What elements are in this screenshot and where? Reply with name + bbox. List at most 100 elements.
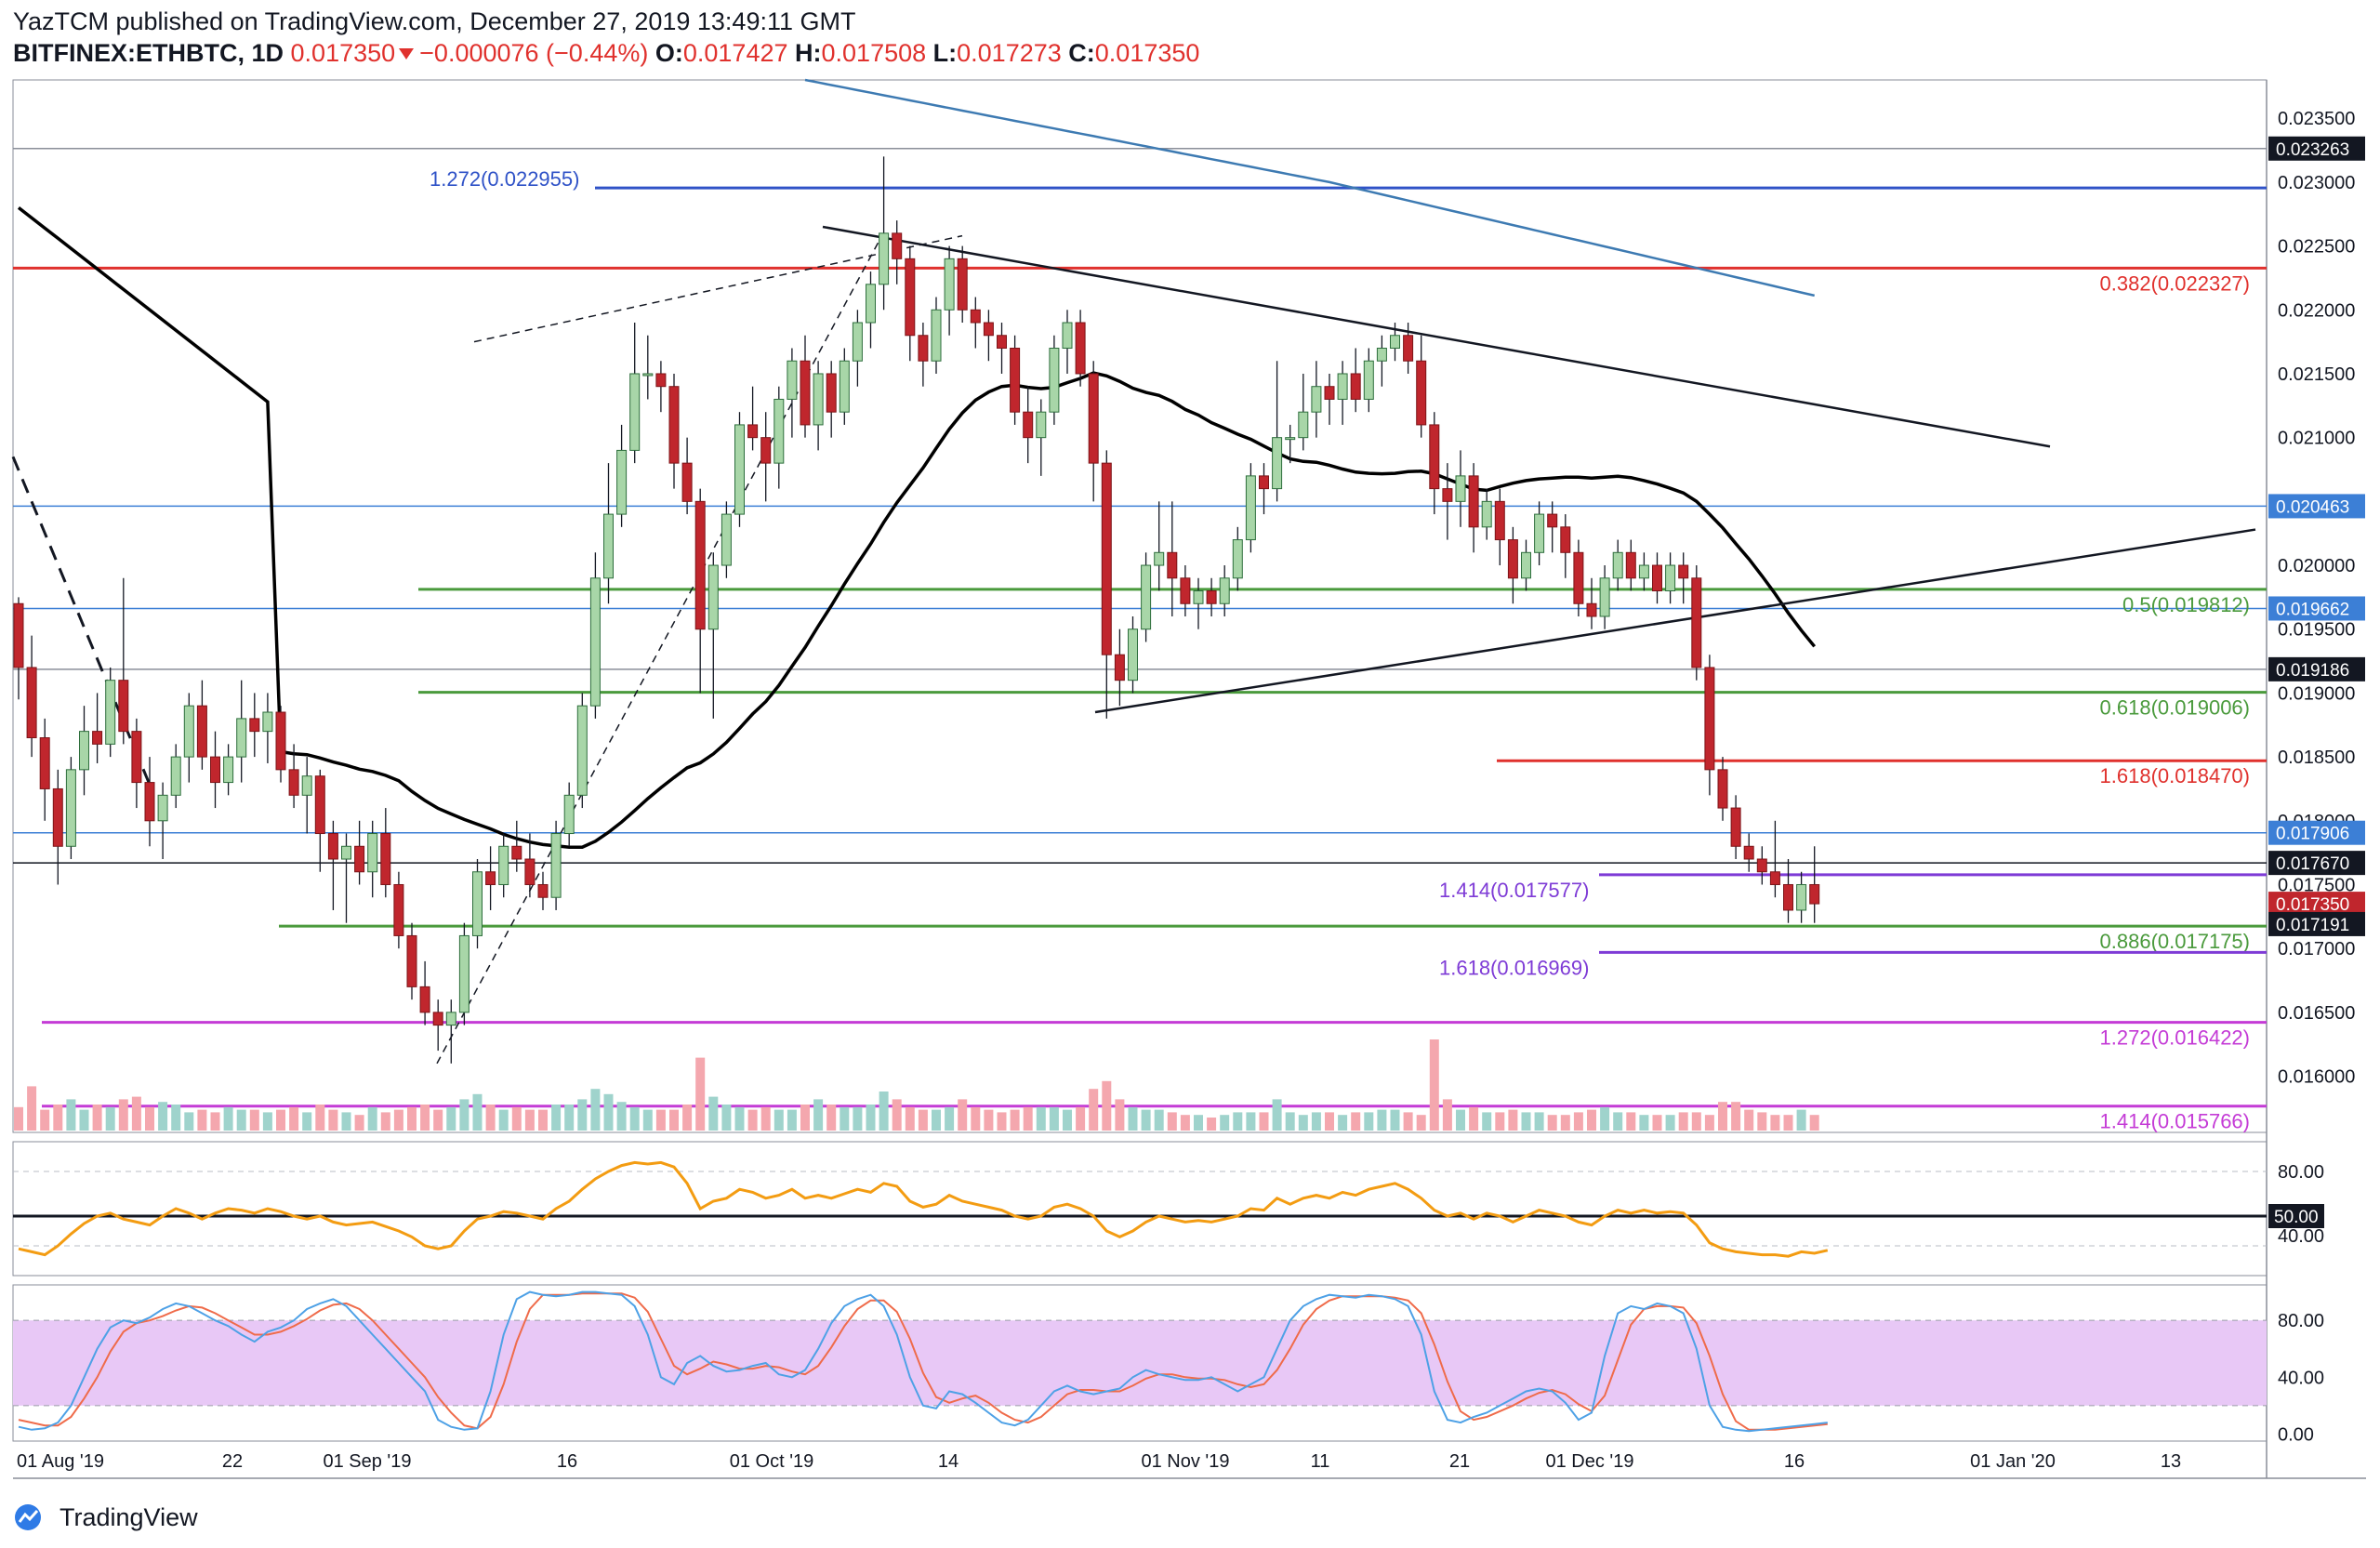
candle-body — [1769, 871, 1780, 885]
candle-body — [1547, 513, 1558, 528]
rsi-tick-label: 80.00 — [2278, 1162, 2324, 1183]
volume-bar — [1180, 1115, 1190, 1131]
candle-body — [1350, 373, 1361, 400]
candle-body — [301, 775, 312, 796]
candle-body — [1259, 475, 1269, 490]
volume-bar — [708, 1096, 719, 1131]
candle-body — [445, 1012, 456, 1026]
ascending-trendline — [1094, 528, 2256, 714]
down-arrow-icon — [399, 47, 415, 60]
chart-header: YazTCM published on TradingView.com, Dec… — [13, 6, 2365, 71]
volume-bar — [380, 1112, 390, 1131]
candle-body — [485, 871, 496, 885]
price-badge — [2268, 892, 2365, 917]
candle-body — [707, 564, 719, 630]
rsi-pane — [12, 1141, 2268, 1277]
candle-body — [1625, 551, 1636, 579]
candle-body — [629, 373, 641, 451]
volume-bar — [1429, 1039, 1439, 1131]
volume-bar — [551, 1105, 562, 1131]
volume-bar — [1049, 1106, 1059, 1131]
volume-bar — [158, 1102, 168, 1131]
ethbtc-chart[interactable]: 0.023500 0.023000 0.022500 0.022000 0.021500… — [0, 0, 2380, 1497]
volume-bar — [892, 1099, 902, 1131]
volume-bar — [800, 1105, 810, 1131]
candle-body — [931, 309, 942, 362]
candle-body — [997, 335, 1007, 349]
y-tick-label: 0.022000 — [2278, 300, 2355, 321]
price-badge — [2268, 656, 2365, 681]
open-value: 0.017427 — [682, 39, 788, 67]
high-label: H: — [795, 39, 822, 67]
candle-body — [223, 756, 234, 784]
volume-bar — [1521, 1112, 1531, 1131]
volume-bar — [1023, 1106, 1033, 1131]
volume-bar — [1678, 1112, 1688, 1131]
candle-body — [262, 711, 273, 733]
candle-body — [970, 309, 981, 324]
volume-bar — [1076, 1106, 1086, 1131]
candle-body — [747, 424, 759, 439]
candle-body — [642, 373, 654, 377]
volume-bar — [1416, 1115, 1426, 1131]
candle-body — [65, 769, 76, 847]
moving-average-line — [17, 206, 1817, 849]
y-tick-label: 0.017500 — [2278, 875, 2355, 895]
volume-bar — [918, 1109, 928, 1131]
volume-bar — [1063, 1109, 1072, 1131]
volume-bar — [669, 1109, 679, 1131]
volume-bar — [53, 1105, 63, 1131]
volume-bar — [879, 1092, 889, 1131]
volume-bar — [1704, 1115, 1714, 1131]
candle-body — [1376, 347, 1387, 362]
fib-level-label: 1.618(0.016969) — [1439, 956, 1589, 979]
volume-bar — [1534, 1112, 1544, 1131]
dashed-trendline — [473, 234, 963, 343]
candle-body — [406, 934, 417, 987]
candle-body — [1809, 883, 1820, 905]
volume-bar — [538, 1109, 548, 1131]
volume-bar — [853, 1106, 863, 1131]
candle-body — [1573, 551, 1584, 604]
candle-body — [118, 680, 129, 733]
candle-body — [760, 437, 772, 464]
candle-body — [826, 373, 837, 413]
candle-body — [1298, 411, 1309, 439]
fib-level-label: 0.886(0.017175) — [2100, 930, 2250, 953]
candle-body — [983, 322, 994, 337]
candle-body — [367, 833, 378, 873]
candle-body — [472, 871, 483, 936]
candle-body — [1337, 373, 1348, 400]
candle-body — [210, 756, 220, 784]
candle-body — [774, 398, 785, 464]
candle-body — [655, 373, 667, 388]
volume-bar — [524, 1109, 535, 1131]
volume-bar — [655, 1109, 666, 1131]
candle-body — [1285, 437, 1296, 441]
rsi-badge-label: 50.00 — [2274, 1208, 2319, 1227]
candle-body — [721, 513, 732, 566]
candle-body — [1193, 590, 1204, 604]
price-badge-label: 0.017350 — [2276, 895, 2349, 915]
price-badge — [2268, 820, 2365, 845]
volume-bar — [1456, 1109, 1465, 1131]
y-tick-label: 0.016500 — [2278, 1003, 2355, 1024]
volume-bar — [616, 1102, 627, 1131]
volume-bar — [1246, 1112, 1256, 1131]
volume-bar — [945, 1106, 955, 1131]
candle-body — [563, 794, 575, 835]
candle-body — [1586, 602, 1597, 617]
x-tick-label: 14 — [938, 1451, 959, 1472]
volume-bar — [1573, 1112, 1583, 1131]
price-badge — [2268, 136, 2365, 161]
volume-bar — [997, 1112, 1007, 1131]
price-badge-label: 0.017906 — [2276, 825, 2349, 844]
candle-body — [1101, 462, 1112, 655]
rsi-line — [18, 1160, 1829, 1258]
x-tick-label: 16 — [1784, 1451, 1805, 1472]
candle-body — [1678, 564, 1689, 579]
candle-body — [1691, 577, 1702, 668]
candle-body — [26, 667, 37, 739]
volume-bar — [787, 1109, 797, 1131]
volume-bar — [92, 1105, 102, 1131]
